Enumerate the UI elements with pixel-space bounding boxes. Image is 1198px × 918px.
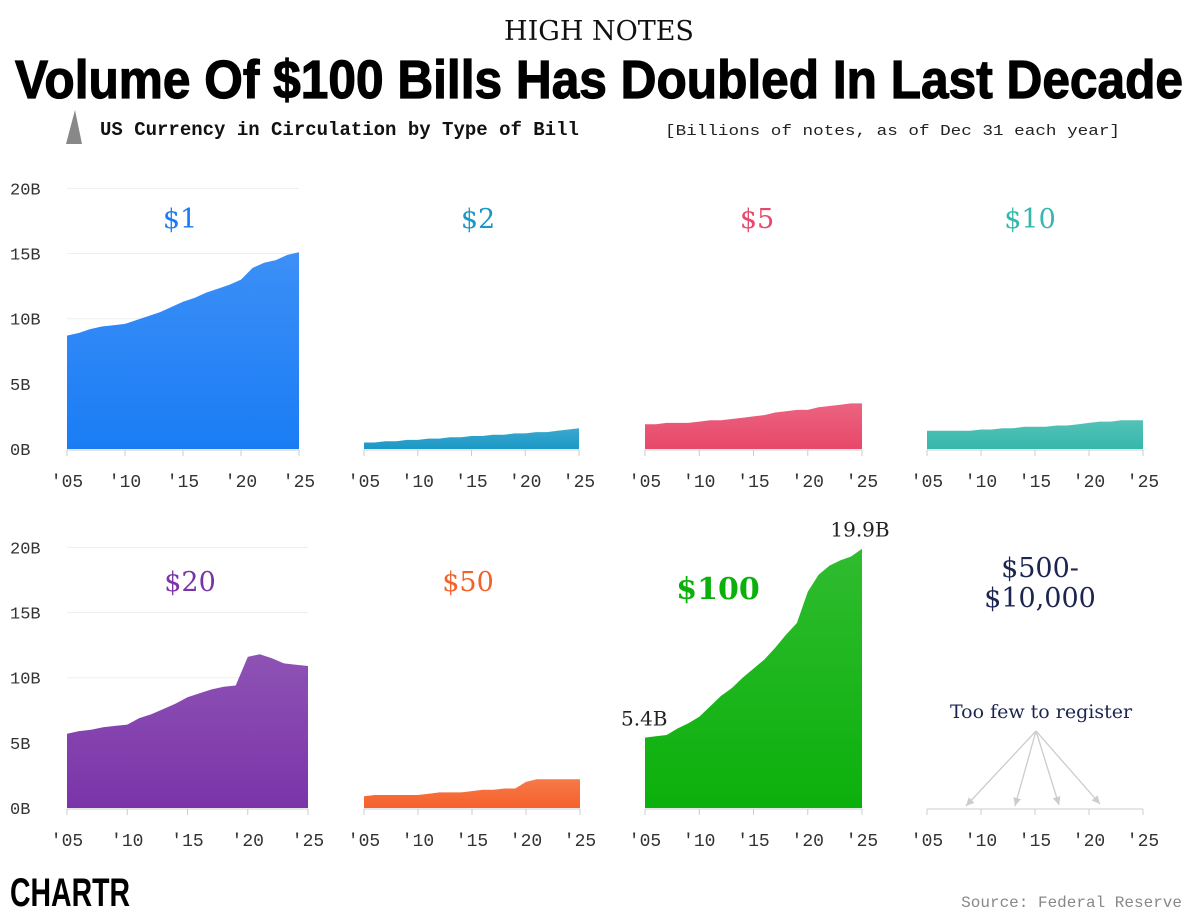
x-tick-label: '25: [846, 473, 878, 493]
x-tick-label: '10: [109, 473, 141, 493]
area-series: [927, 420, 1143, 449]
x-tick-label: '10: [683, 473, 715, 493]
x-tick-label: '20: [509, 473, 541, 493]
chartr-triangle-icon: [66, 110, 82, 144]
y-tick-label: 10B: [10, 671, 41, 690]
annotation-arrow: [1035, 730, 1101, 805]
series-label: $20: [164, 567, 216, 598]
x-tick-label: '15: [737, 832, 769, 852]
x-tick-label: '25: [283, 473, 315, 493]
x-tick-label: '20: [1073, 832, 1105, 852]
series-label: $50: [442, 567, 494, 598]
x-tick-label: '25: [564, 832, 596, 852]
x-tick-label: '10: [965, 832, 997, 852]
x-tick-label: '05: [348, 832, 380, 852]
x-tick-label: '10: [402, 473, 434, 493]
series-label: $5: [740, 204, 774, 235]
area-series: [67, 252, 299, 449]
x-tick-label: '25: [563, 473, 595, 493]
y-tick-label: 5B: [10, 736, 30, 755]
area-series: [364, 428, 579, 449]
kicker: HIGH NOTES: [504, 16, 694, 47]
y-tick-label: 10B: [10, 312, 41, 331]
chart-title: Volume Of $100 Bills Has Doubled In Last…: [15, 50, 1183, 110]
x-tick-label: '05: [911, 832, 943, 852]
annotation-arrow: [1035, 730, 1060, 806]
x-tick-label: '20: [792, 473, 824, 493]
x-tick-label: '10: [111, 832, 143, 852]
area-series: [67, 654, 308, 808]
x-tick-label: '15: [455, 473, 487, 493]
y-tick-label: 0B: [10, 801, 30, 820]
x-tick-label: '20: [1073, 473, 1105, 493]
x-tick-label: '25: [1127, 473, 1159, 493]
series-label: $10: [1004, 204, 1056, 235]
series-label: $1: [163, 204, 197, 235]
x-tick-label: '25: [1127, 832, 1159, 852]
series-label: $100: [676, 572, 760, 607]
x-tick-label: '15: [456, 832, 488, 852]
x-tick-label: '20: [232, 832, 264, 852]
x-tick-label: '05: [911, 473, 943, 493]
annotation-arrow: [1014, 730, 1037, 807]
x-tick-label: '20: [225, 473, 257, 493]
annotation-label: Too few to register: [950, 701, 1133, 723]
x-tick-label: '05: [348, 473, 380, 493]
series-label: $2: [461, 204, 495, 235]
x-tick-label: '15: [1019, 832, 1051, 852]
chart-subtitle: US Currency in Circulation by Type of Bi…: [100, 119, 579, 141]
source-note: Source: Federal Reserve: [961, 894, 1182, 912]
area-series: [645, 403, 862, 449]
chart-subtitle-note: [Billions of notes, as of Dec 31 each ye…: [665, 123, 1120, 140]
x-tick-label: '20: [510, 832, 542, 852]
x-tick-label: '10: [683, 832, 715, 852]
arrowhead-icon: [1013, 797, 1021, 806]
x-tick-label: '15: [171, 832, 203, 852]
x-tick-label: '15: [737, 473, 769, 493]
x-tick-label: '10: [965, 473, 997, 493]
y-tick-label: 15B: [10, 247, 41, 266]
series-label: $500-: [1001, 553, 1079, 584]
x-tick-label: '25: [292, 832, 324, 852]
y-tick-label: 5B: [10, 377, 30, 396]
area-series: [645, 548, 862, 808]
series-label: $10,000: [984, 583, 1096, 614]
x-tick-label: '05: [629, 832, 661, 852]
x-tick-label: '25: [846, 832, 878, 852]
x-tick-label: '05: [629, 473, 661, 493]
annotation-arrow: [965, 730, 1037, 807]
x-tick-label: '10: [402, 832, 434, 852]
y-tick-label: 15B: [10, 606, 41, 625]
x-tick-label: '15: [167, 473, 199, 493]
arrowhead-icon: [966, 797, 975, 806]
y-tick-label: 20B: [10, 181, 41, 200]
x-tick-label: '05: [51, 832, 83, 852]
x-tick-label: '05: [51, 473, 83, 493]
area-series: [364, 779, 580, 808]
y-tick-label: 20B: [10, 540, 41, 559]
y-tick-label: 0B: [10, 442, 30, 461]
x-tick-label: '20: [792, 832, 824, 852]
end-value-label: 19.9B: [830, 518, 889, 542]
arrowhead-icon: [1091, 795, 1100, 804]
chartr-logo: CHARTR: [10, 871, 130, 915]
x-tick-label: '15: [1019, 473, 1051, 493]
arrowhead-icon: [1052, 796, 1061, 805]
start-value-label: 5.4B: [621, 707, 668, 731]
